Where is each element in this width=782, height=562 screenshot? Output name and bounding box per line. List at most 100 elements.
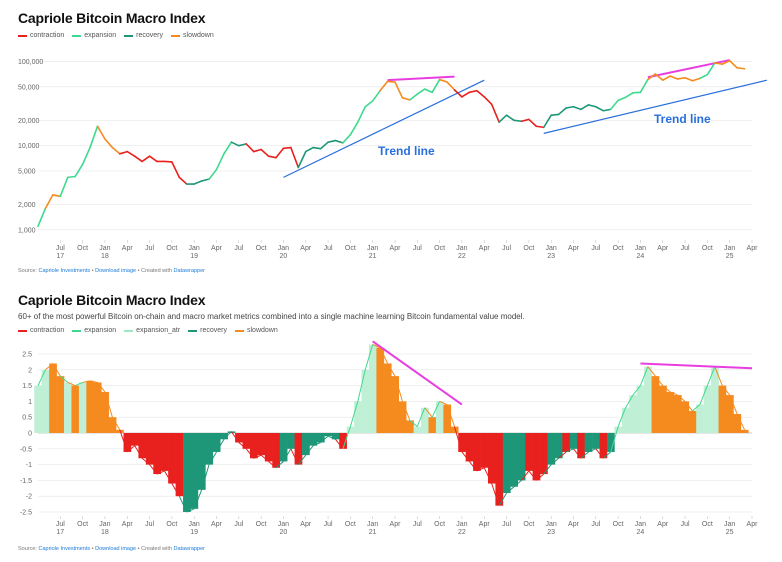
price-segment xyxy=(483,96,493,106)
x-tick-label: Apr xyxy=(568,521,580,528)
index-outline xyxy=(625,394,634,408)
source-link[interactable]: Capriole Investments xyxy=(38,546,91,552)
x-tick-year: 23 xyxy=(547,253,555,260)
price-segment xyxy=(490,103,500,123)
price-segment xyxy=(111,146,121,155)
highlight-line xyxy=(640,362,753,370)
y-tick-label: 2,000 xyxy=(18,202,36,209)
price-segment xyxy=(691,77,701,82)
price-segment xyxy=(401,97,411,101)
datawrapper-link[interactable]: Datawrapper xyxy=(173,268,206,274)
x-tick-label: Jul xyxy=(145,245,154,252)
legend-swatch xyxy=(72,329,82,332)
index-outline xyxy=(193,489,203,510)
price-segment xyxy=(371,89,381,102)
price-segment xyxy=(126,150,136,157)
download-image-link[interactable]: Download image xyxy=(95,268,137,274)
index-outline xyxy=(714,366,723,386)
legend-swatch xyxy=(235,329,244,332)
index-bar xyxy=(577,433,585,459)
index-bar xyxy=(130,433,139,446)
index-bar xyxy=(160,433,169,471)
index-outline xyxy=(260,454,269,462)
index-bar xyxy=(450,426,459,433)
highlight-line xyxy=(387,75,455,82)
index-bar xyxy=(659,385,667,433)
index-bar xyxy=(651,376,660,433)
x-tick-label: Jul xyxy=(234,521,243,528)
price-segment xyxy=(349,121,359,136)
y-tick-label: -0.5 xyxy=(20,446,32,453)
index-bar xyxy=(56,376,65,433)
y-tick-label: -2.5 xyxy=(20,510,32,517)
x-tick-year: 18 xyxy=(101,529,109,536)
price-segment xyxy=(357,105,367,123)
price-segment xyxy=(119,150,129,155)
x-tick-label: Jan xyxy=(635,245,646,252)
index-outline xyxy=(416,407,426,427)
index-bar xyxy=(324,433,333,437)
index-bar xyxy=(621,407,630,433)
index-bar xyxy=(316,433,325,443)
index-bar xyxy=(205,433,214,465)
price-segment xyxy=(431,78,441,94)
index-outline xyxy=(483,467,493,484)
legend-item-expansion: expansion xyxy=(72,32,116,39)
index-outline xyxy=(119,429,128,453)
index-bar xyxy=(532,433,541,481)
download-image-link[interactable]: Download image xyxy=(95,546,137,552)
price-segment xyxy=(304,146,314,153)
y-tick-label: 100,000 xyxy=(18,59,43,66)
index-outline xyxy=(431,401,441,418)
x-tick-label: Oct xyxy=(256,521,267,528)
y-tick-label: -2 xyxy=(26,494,32,501)
index-outline xyxy=(528,470,537,481)
index-outline xyxy=(468,461,478,472)
index-chart-section: Capriole Bitcoin Macro Index 60+ of the … xyxy=(0,284,782,562)
index-bar xyxy=(592,433,600,449)
x-tick-label: Apr xyxy=(747,521,759,528)
y-tick-label: 2.5 xyxy=(22,352,32,359)
index-bar xyxy=(153,433,162,475)
index-bar xyxy=(339,433,347,449)
x-tick-label: Jan xyxy=(456,245,467,252)
price-segment xyxy=(252,148,262,153)
index-outline xyxy=(573,448,582,459)
index-outline xyxy=(149,464,158,475)
price-segment xyxy=(290,146,300,169)
price-segment xyxy=(520,118,530,123)
price-segment xyxy=(528,118,538,128)
index-outline xyxy=(134,445,143,459)
x-tick-year: 25 xyxy=(726,253,734,260)
index-outline xyxy=(245,448,255,459)
price-segment xyxy=(721,59,731,65)
index-outline xyxy=(372,344,381,349)
legend-label: recovery xyxy=(200,327,227,334)
index-outline xyxy=(550,457,559,465)
index-bar xyxy=(525,433,533,471)
legend-item-contraction: contraction xyxy=(18,32,64,39)
index-bar xyxy=(517,433,526,481)
datawrapper-link[interactable]: Datawrapper xyxy=(173,546,206,552)
index-bar xyxy=(138,433,147,459)
legend-item-expansion-atr: expansion_atr xyxy=(124,327,180,334)
y-tick-label: -1 xyxy=(26,462,32,469)
x-tick-label: Jul xyxy=(681,521,690,528)
index-outline xyxy=(632,385,641,396)
price-segment xyxy=(66,175,76,179)
index-outline xyxy=(699,385,708,405)
price-segment xyxy=(282,146,292,150)
price-segment xyxy=(44,194,54,210)
price-segment xyxy=(572,105,582,111)
x-tick-label: Jan xyxy=(99,521,110,528)
legend: contraction expansion recovery slowdown xyxy=(18,32,214,39)
x-tick-label: Jan xyxy=(635,521,646,528)
index-outline xyxy=(342,426,351,449)
x-tick-label: Jul xyxy=(145,521,154,528)
index-bar xyxy=(406,420,414,433)
index-outline xyxy=(669,391,678,396)
price-segment xyxy=(423,88,433,94)
y-tick-label: 1.5 xyxy=(22,383,32,390)
source-link[interactable]: Capriole Investments xyxy=(38,268,91,274)
index-bar xyxy=(294,433,303,465)
